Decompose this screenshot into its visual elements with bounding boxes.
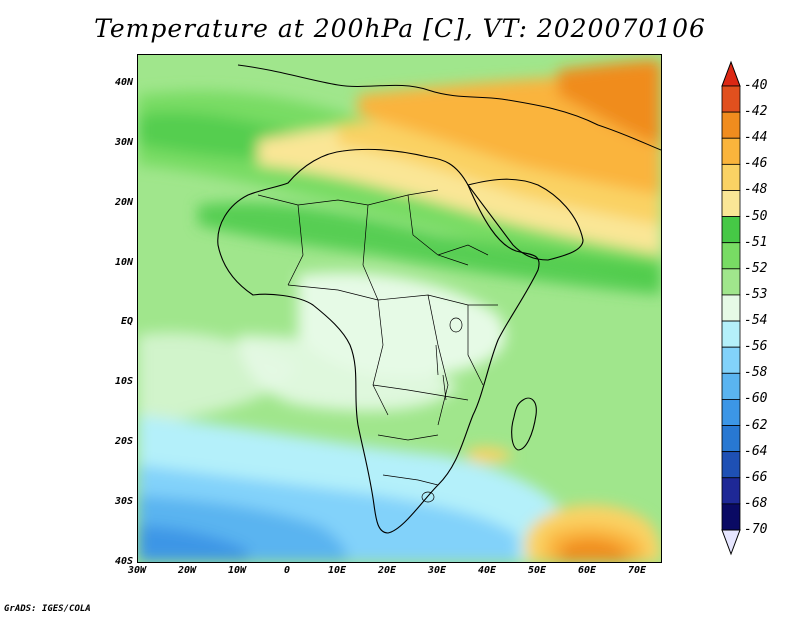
lon-label: 0 — [283, 565, 291, 576]
mediterranean-coastline — [237, 64, 661, 151]
colorbar-tick-label: -40 — [744, 78, 768, 93]
colorbar-tick-label: -51 — [744, 234, 768, 250]
lon-label: 20W — [177, 565, 197, 576]
lon-label: 30W — [127, 565, 147, 576]
lon-label: 60E — [577, 565, 597, 576]
colorbar-tick-label: -70 — [744, 522, 768, 537]
colorbar-tick-label: -60 — [744, 391, 768, 407]
lat-label: EQ — [120, 316, 133, 328]
colorbar-swatch — [721, 399, 741, 426]
lon-label: 10W — [227, 565, 247, 576]
colorbar-tick-label: -46 — [744, 156, 768, 172]
temperature-field-map — [138, 55, 661, 562]
africa-coastline — [217, 148, 540, 534]
country-borders — [257, 189, 498, 486]
colorbar-bottom-arrow — [721, 529, 741, 556]
colorbar-swatch — [721, 190, 741, 217]
lat-label: 20N — [114, 196, 133, 208]
colorbar-swatch — [721, 320, 741, 348]
lon-label: 70E — [627, 565, 647, 576]
colorbar-swatch — [721, 503, 741, 531]
colorbar-swatch — [721, 268, 741, 296]
colorbar-tick-label: -58 — [744, 365, 768, 381]
arabia-coastline — [467, 178, 584, 261]
map-plot-area — [137, 54, 662, 563]
lon-label: 30E — [427, 565, 447, 576]
colorbar-tick-label: -42 — [744, 104, 768, 120]
lat-label: 30N — [114, 136, 133, 148]
colorbar-tick-label: -50 — [744, 208, 768, 224]
colorbar-tick-label: -53 — [744, 286, 768, 302]
colorbar-swatch — [721, 451, 741, 479]
lat-label: 10S — [114, 376, 133, 388]
colorbar-swatch — [721, 425, 741, 453]
lat-label: 20S — [114, 436, 133, 448]
colorbar-tick-label: -56 — [744, 339, 768, 355]
colorbar-tick-label: -52 — [744, 260, 768, 276]
colorbar-swatch — [721, 477, 741, 505]
colorbar-tick-label: -54 — [744, 313, 768, 329]
colorbar-swatch — [721, 294, 741, 322]
colorbar-swatch — [721, 372, 741, 400]
colorbar-tick-label: -64 — [744, 443, 768, 459]
colorbar-tick-label: -44 — [744, 130, 768, 146]
colorbar-swatch — [721, 85, 741, 113]
grads-credit: GrADS: IGES/COLA — [4, 604, 91, 614]
lat-label: 30S — [114, 496, 133, 508]
lat-label: 40N — [114, 76, 133, 88]
lon-label: 40E — [477, 565, 497, 576]
lon-label: 10E — [327, 565, 347, 576]
colorbar-tick-label: -68 — [744, 495, 768, 511]
colorbar-tick-label: -48 — [744, 182, 768, 198]
colorbar-swatch — [721, 163, 741, 191]
lon-label: 20E — [377, 565, 397, 576]
colorbar-tick-label: -62 — [744, 417, 768, 433]
colorbar-swatch — [721, 242, 741, 270]
colorbar-tick-label: -66 — [744, 469, 768, 485]
colorbar-top-arrow — [721, 60, 741, 87]
colorbar-swatch — [721, 137, 741, 165]
colorbar-swatch — [721, 346, 741, 374]
lat-label: 40S — [114, 556, 133, 567]
map-title: Temperature at 200hPa [C], VT: 202007010… — [94, 14, 706, 43]
lat-label: 10N — [114, 256, 133, 268]
lakes — [421, 317, 463, 503]
madagascar-coastline — [511, 397, 537, 451]
lon-label: 50E — [527, 565, 547, 576]
colorbar-swatch — [721, 111, 741, 139]
colorbar-swatch — [721, 216, 741, 244]
temperature-shading — [138, 60, 661, 562]
